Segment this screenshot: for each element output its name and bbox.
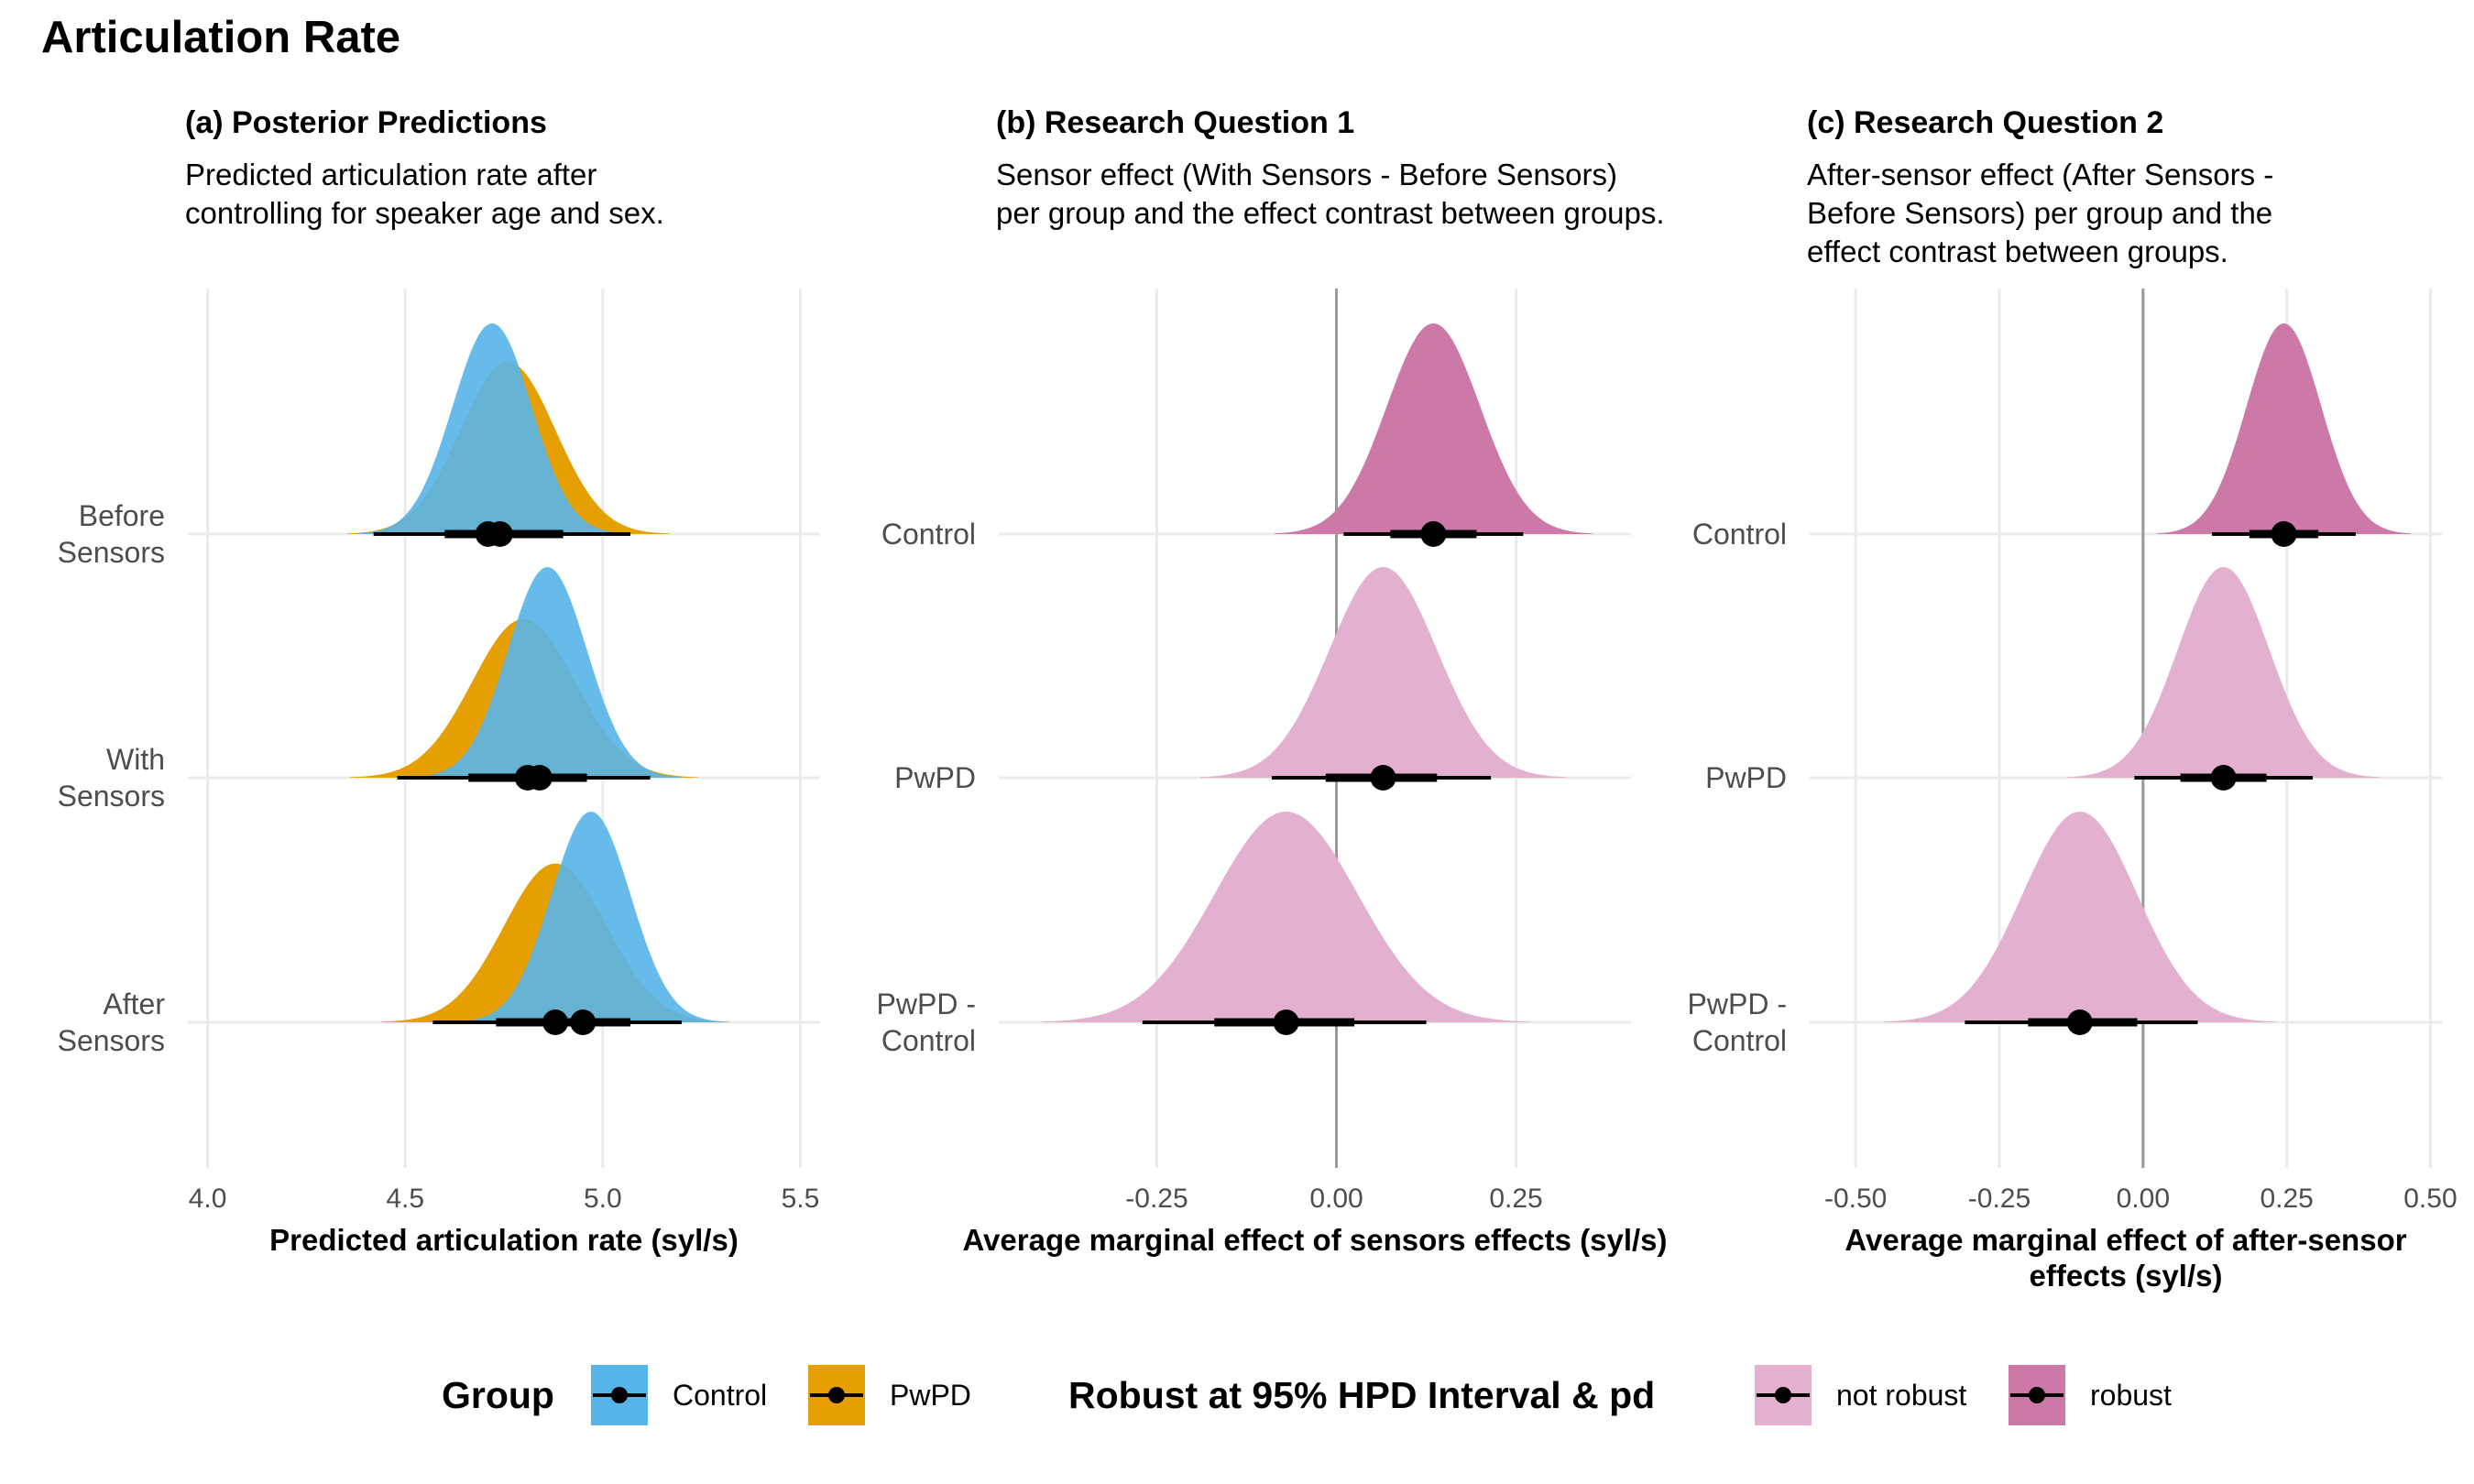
point-estimate: [475, 521, 501, 547]
x-axis-title: Predicted articulation rate (syl/s): [269, 1223, 739, 1257]
x-tick-label: 0.00: [2117, 1184, 2170, 1214]
panel-subtitle-line: per group and the effect contrast betwee…: [996, 196, 1665, 230]
point-estimate: [1420, 521, 1447, 547]
legend-title-group: Group: [442, 1374, 554, 1416]
category-label: With: [106, 743, 165, 776]
panel-a-posterior-predictions: (a) Posterior Predictions Predicted artic…: [58, 105, 820, 1257]
legend-control-label: Control: [673, 1379, 767, 1412]
point-estimate: [570, 1009, 597, 1035]
x-tick-label: -0.50: [1824, 1184, 1887, 1214]
x-axis-title: Average marginal effect of sensors effec…: [962, 1223, 1667, 1257]
density-control: [357, 323, 627, 534]
x-tick-label: 0.25: [2260, 1184, 2313, 1214]
x-axis-title: Average marginal effect of after-sensor: [1845, 1223, 2406, 1257]
panel-subtitle-line: After-sensor effect (After Sensors -: [1807, 158, 2273, 191]
figure-title: Articulation Rate: [41, 13, 400, 62]
category-label: PwPD -: [877, 988, 976, 1020]
x-axis-title: effects (syl/s): [2030, 1259, 2223, 1293]
density-robust: [1275, 323, 1593, 534]
category-label: PwPD -: [1688, 988, 1787, 1020]
density-not-robust: [1199, 567, 1567, 778]
point-estimate: [526, 765, 553, 791]
category-label: Control: [1692, 1024, 1787, 1057]
legend-robust-dot: [2029, 1387, 2045, 1403]
legend-title-robust: Robust at 95% HPD Interval & pd: [1068, 1374, 1655, 1416]
density-control: [456, 812, 726, 1022]
x-tick-label: 5.5: [782, 1184, 820, 1214]
legend-robust-label: robust: [2090, 1379, 2172, 1412]
density-control: [412, 567, 683, 778]
x-tick-label: 4.5: [386, 1184, 424, 1214]
panel-subtitle-line: Before Sensors) per group and the: [1807, 196, 2272, 230]
point-estimate: [2271, 521, 2297, 547]
panel-c-research-question-2: (c) Research Question 2 After-sensor effe…: [1688, 105, 2458, 1293]
density-not-robust: [1042, 812, 1531, 1022]
x-tick-label: -0.25: [1968, 1184, 2031, 1214]
category-label: Sensors: [58, 1024, 165, 1057]
point-estimate: [1370, 765, 1396, 791]
density-robust: [2156, 323, 2412, 534]
x-tick-label: 5.0: [584, 1184, 622, 1214]
category-label: Control: [1692, 518, 1787, 551]
category-label: Control: [881, 518, 976, 551]
legend-not-robust-label: not robust: [1836, 1379, 1966, 1412]
category-label: Control: [881, 1024, 976, 1057]
panel-title: (c) Research Question 2: [1807, 105, 2163, 140]
panel-title: (b) Research Question 1: [996, 105, 1354, 140]
point-estimate: [2066, 1009, 2093, 1035]
density-not-robust: [2067, 567, 2381, 778]
legend-not-robust-dot: [1775, 1387, 1791, 1403]
panel-title: (a) Posterior Predictions: [185, 105, 547, 140]
category-label: Sensors: [58, 536, 165, 569]
category-label: After: [103, 988, 165, 1020]
x-tick-label: 0.00: [1309, 1184, 1363, 1214]
panel-subtitle-line: Predicted articulation rate after: [185, 158, 597, 191]
density-not-robust: [1884, 812, 2276, 1022]
legend-pwpd-dot: [828, 1387, 845, 1403]
legend-control-dot: [611, 1387, 628, 1403]
category-label: Sensors: [58, 780, 165, 813]
x-tick-label: 0.25: [1489, 1184, 1542, 1214]
panel-subtitle-line: controlling for speaker age and sex.: [185, 196, 664, 230]
panel-b-research-question-1: (b) Research Question 1 Sensor effect (Wi…: [877, 105, 1668, 1257]
legend: Group Control PwPD Robust at 95% HPD Interv…: [442, 1365, 2172, 1425]
x-tick-label: -0.25: [1125, 1184, 1188, 1214]
category-label: PwPD: [1705, 761, 1787, 794]
panel-subtitle-line: effect contrast between groups.: [1807, 235, 2228, 268]
point-estimate: [2210, 765, 2237, 791]
x-tick-label: 0.50: [2403, 1184, 2457, 1214]
panel-subtitle-line: Sensor effect (With Sensors - Before Sen…: [996, 158, 1617, 191]
x-tick-label: 4.0: [189, 1184, 227, 1214]
point-estimate: [1273, 1009, 1299, 1035]
category-label: PwPD: [894, 761, 976, 794]
legend-pwpd-label: PwPD: [890, 1379, 971, 1412]
category-label: Before: [79, 499, 165, 532]
